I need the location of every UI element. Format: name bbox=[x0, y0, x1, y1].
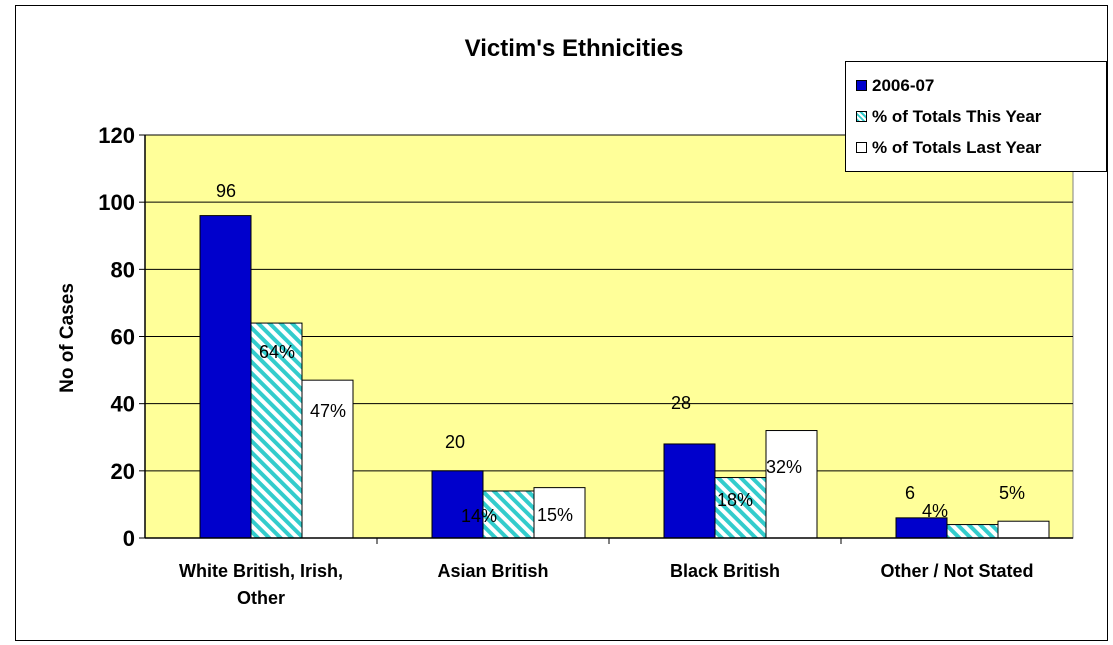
bar bbox=[482, 490, 535, 539]
chart-title: Victim's Ethnicities bbox=[465, 35, 684, 62]
x-tick-label: Other / Not Stated bbox=[880, 561, 1033, 581]
legend-item-2006-07: 2006-07 bbox=[856, 70, 1106, 101]
legend-label-this-year: % of Totals This Year bbox=[872, 106, 1042, 126]
y-tick-label: 100 bbox=[98, 190, 135, 215]
data-label: 4% bbox=[922, 501, 948, 521]
data-label: 32% bbox=[766, 457, 802, 477]
bars bbox=[199, 215, 1050, 539]
legend-label-last-year: % of Totals Last Year bbox=[872, 137, 1042, 157]
bar bbox=[946, 524, 999, 539]
data-label: 20 bbox=[445, 432, 465, 452]
y-axis-label: No of Cases bbox=[57, 283, 78, 393]
y-tick-label: 60 bbox=[111, 325, 135, 350]
legend: 2006-07 % of Totals This Year % of Total… bbox=[845, 61, 1107, 172]
bar bbox=[250, 322, 303, 539]
legend-item-last-year: % of Totals Last Year bbox=[856, 132, 1106, 163]
data-label: 6 bbox=[905, 483, 915, 503]
bar bbox=[431, 470, 484, 539]
y-tick-label: 40 bbox=[111, 392, 135, 417]
legend-swatch-last-year bbox=[856, 142, 867, 153]
x-tick-label: White British, Irish, bbox=[179, 561, 343, 581]
data-label: 14% bbox=[461, 506, 497, 526]
data-label: 64% bbox=[259, 342, 295, 362]
legend-item-this-year: % of Totals This Year bbox=[856, 101, 1106, 132]
y-tick-label: 80 bbox=[111, 257, 135, 282]
bar bbox=[533, 487, 586, 539]
bar bbox=[663, 443, 716, 539]
data-label: 5% bbox=[999, 483, 1025, 503]
data-label: 28 bbox=[671, 393, 691, 413]
axes: 0 20 40 60 80 100 120 White British, Irish, Othe… bbox=[98, 123, 1073, 608]
legend-swatch-2006-07 bbox=[856, 80, 867, 91]
bar bbox=[199, 215, 252, 539]
x-tick-label: Black British bbox=[670, 561, 780, 581]
bar bbox=[765, 430, 818, 539]
y-tick-label: 0 bbox=[123, 526, 135, 551]
x-tick-label: Asian British bbox=[437, 561, 548, 581]
data-label: 96 bbox=[216, 181, 236, 201]
x-tick-label: Other bbox=[237, 588, 285, 608]
legend-swatch-this-year bbox=[856, 111, 867, 122]
bar bbox=[997, 520, 1050, 539]
data-label: 18% bbox=[717, 490, 753, 510]
legend-label-2006-07: 2006-07 bbox=[872, 75, 935, 95]
bar bbox=[301, 379, 354, 539]
y-tick-label: 120 bbox=[98, 123, 135, 148]
data-label: 47% bbox=[310, 401, 346, 421]
data-label: 15% bbox=[537, 505, 573, 525]
bar bbox=[714, 477, 767, 539]
y-tick-label: 20 bbox=[111, 459, 135, 484]
